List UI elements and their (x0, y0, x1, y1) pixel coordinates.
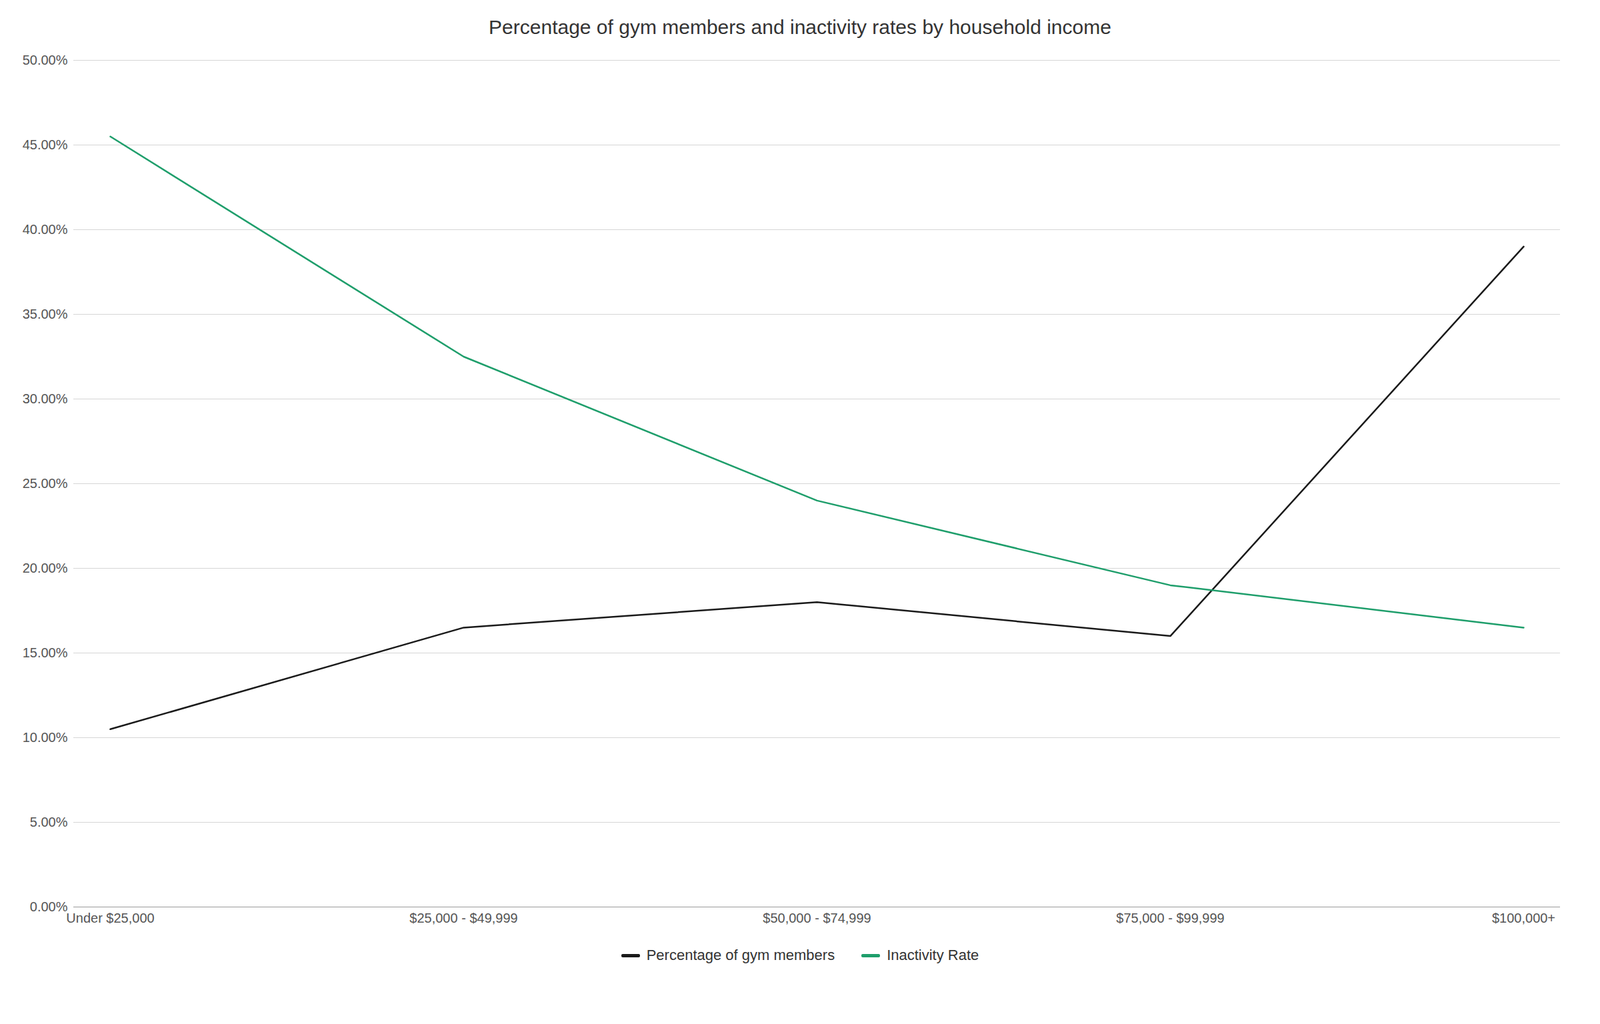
html-text:Inactivity Rate: Inactivity Rate (886, 946, 979, 964)
svg-text:40.00%: 40.00% (22, 222, 68, 237)
svg-text:$75,000 - $99,999: $75,000 - $99,999 (1116, 910, 1224, 926)
svg-text:5.00%: 5.00% (30, 814, 68, 830)
svg-text:$25,000 - $49,999: $25,000 - $49,999 (409, 910, 518, 926)
svg-text:20.00%: 20.00% (22, 560, 68, 576)
svg-text:15.00%: 15.00% (22, 645, 68, 660)
html-text:Percentage of gym members: Percentage of gym members (646, 946, 835, 964)
svg-text:45.00%: 45.00% (22, 137, 68, 152)
svg-text:35.00%: 35.00% (22, 306, 68, 322)
svg-text:30.00%: 30.00% (22, 391, 68, 406)
svg-text:10.00%: 10.00% (22, 730, 68, 745)
svg-text:$100,000+: $100,000+ (1492, 910, 1556, 926)
svg-text:Under $25,000: Under $25,000 (66, 910, 154, 926)
svg-text:$50,000 - $74,999: $50,000 - $74,999 (762, 910, 871, 926)
svg-text:50.00%: 50.00% (22, 52, 68, 68)
html-text:Percentage of gym members and: Percentage of gym members and inactivity… (488, 16, 1112, 38)
svg-text:0.00%: 0.00% (30, 899, 68, 914)
svg-text:25.00%: 25.00% (22, 476, 68, 491)
